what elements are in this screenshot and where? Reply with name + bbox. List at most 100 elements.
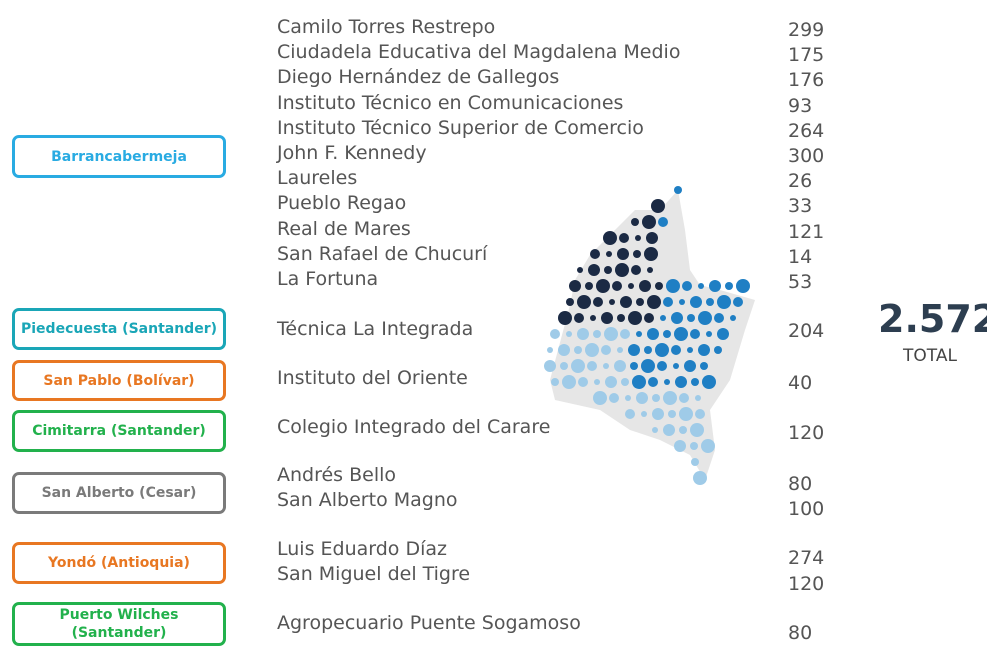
map-dot bbox=[551, 378, 559, 386]
school-count: 53 bbox=[788, 271, 813, 293]
map-dot bbox=[609, 393, 619, 403]
total-value: 2.572 bbox=[878, 297, 987, 341]
map-dot bbox=[690, 329, 700, 339]
map-dot bbox=[620, 296, 632, 308]
school-name: Pueblo Regao bbox=[277, 192, 407, 215]
school-name: Colegio Integrado del Carare bbox=[277, 416, 551, 438]
map-dot bbox=[544, 360, 556, 372]
school-count: 300 bbox=[788, 145, 825, 167]
location-label: Yondó (Antioquia) bbox=[48, 555, 190, 571]
school-count: 80 bbox=[788, 622, 813, 644]
map-dot bbox=[679, 407, 693, 421]
map-dot bbox=[636, 298, 644, 306]
map-dot bbox=[682, 281, 692, 291]
school-count: 299 bbox=[788, 19, 825, 41]
map-dot bbox=[690, 423, 704, 437]
map-dot bbox=[621, 378, 629, 386]
map-dot bbox=[679, 393, 689, 403]
map-dot bbox=[550, 329, 560, 339]
map-dot bbox=[636, 331, 642, 337]
map-dot bbox=[604, 266, 612, 274]
school-name: Real de Mares bbox=[277, 217, 411, 240]
map-dot bbox=[674, 440, 686, 452]
location-label: Barrancabermeja bbox=[51, 148, 187, 165]
location-label: Piedecuesta (Santander) bbox=[21, 321, 217, 337]
map-dot bbox=[644, 247, 658, 261]
school-name: San Miguel del Tigre bbox=[277, 563, 471, 585]
map-dot bbox=[651, 199, 665, 213]
map bbox=[544, 186, 755, 485]
map-dot bbox=[619, 233, 629, 243]
map-dot bbox=[700, 362, 708, 370]
map-dot bbox=[628, 311, 642, 325]
school-count: 264 bbox=[788, 119, 825, 142]
location-box: Piedecuesta (Santander) bbox=[12, 308, 226, 350]
map-dot bbox=[666, 279, 680, 293]
map-dot bbox=[733, 297, 743, 307]
map-dot bbox=[631, 218, 639, 226]
school-count: 100 bbox=[788, 498, 825, 520]
map-dot bbox=[571, 359, 585, 373]
map-dot bbox=[593, 330, 601, 338]
map-dot bbox=[578, 377, 588, 387]
map-dot bbox=[687, 314, 695, 322]
map-dot bbox=[679, 426, 687, 434]
map-dot bbox=[698, 311, 712, 325]
map-dot bbox=[684, 360, 696, 372]
map-dot bbox=[603, 231, 617, 245]
map-dot bbox=[574, 346, 582, 354]
map-dot bbox=[690, 442, 698, 450]
map-dot bbox=[547, 347, 553, 353]
map-dot bbox=[585, 343, 599, 357]
location-box: San Pablo (Bolívar) bbox=[12, 360, 226, 401]
map-dot bbox=[609, 299, 615, 305]
school-count: 121 bbox=[788, 220, 825, 243]
map-dot bbox=[647, 267, 653, 273]
map-dot bbox=[642, 215, 656, 229]
map-dot bbox=[658, 217, 668, 227]
location-box: Puerto Wilches (Santander) bbox=[12, 602, 226, 646]
map-dot bbox=[614, 360, 626, 372]
map-dot bbox=[574, 313, 584, 323]
school-name: Instituto del Oriente bbox=[277, 367, 468, 389]
map-dot bbox=[652, 394, 660, 402]
map-dot bbox=[698, 344, 710, 356]
map-dot bbox=[558, 344, 570, 356]
school-count: 40 bbox=[788, 372, 813, 394]
map-dot bbox=[560, 362, 568, 370]
school-name: Laureles bbox=[277, 167, 358, 190]
map-dot bbox=[660, 315, 666, 321]
map-dot bbox=[601, 312, 613, 324]
map-dot bbox=[675, 376, 687, 388]
map-dot bbox=[717, 328, 729, 340]
map-dot bbox=[617, 347, 623, 353]
school-name: Camilo Torres Restrepo bbox=[277, 16, 496, 38]
map-dot bbox=[657, 361, 667, 371]
map-dot bbox=[655, 343, 669, 357]
map-dot bbox=[585, 282, 593, 290]
location-label: San Alberto (Cesar) bbox=[41, 485, 197, 501]
map-dot bbox=[647, 328, 659, 340]
location-box: San Alberto (Cesar) bbox=[12, 472, 226, 514]
school-count: 176 bbox=[788, 69, 825, 92]
map-dot bbox=[628, 283, 634, 289]
school-count: 26 bbox=[788, 170, 813, 193]
map-dot bbox=[625, 409, 635, 419]
map-dot bbox=[606, 251, 612, 257]
map-dot bbox=[679, 299, 685, 305]
map-dot bbox=[730, 315, 736, 321]
map-dot bbox=[566, 331, 572, 337]
map-dot bbox=[702, 375, 716, 389]
map-dot bbox=[647, 295, 661, 309]
school-count: 120 bbox=[788, 422, 825, 444]
map-dot bbox=[664, 379, 670, 385]
map-dot bbox=[663, 424, 675, 436]
school-name: Instituto Técnico Superior de Comercio bbox=[277, 116, 644, 139]
map-dot bbox=[590, 315, 596, 321]
map-dot bbox=[588, 264, 600, 276]
map-dot bbox=[673, 363, 679, 369]
location-box: Barrancabermeja bbox=[12, 135, 226, 178]
map-dot bbox=[562, 375, 576, 389]
map-dot bbox=[674, 327, 688, 341]
